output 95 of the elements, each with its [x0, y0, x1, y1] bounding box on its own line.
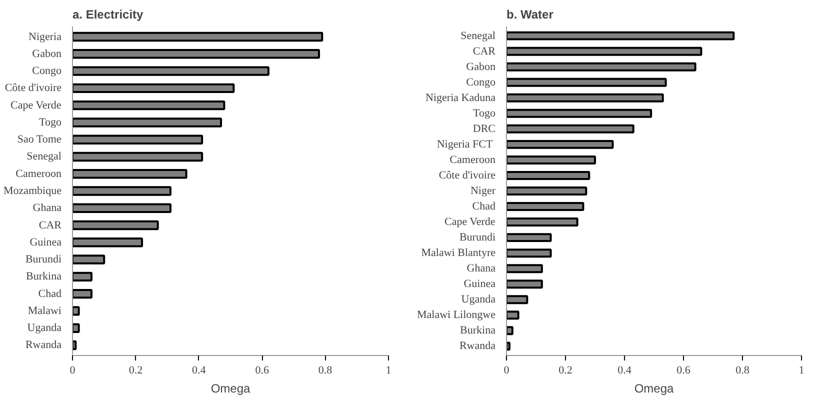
bar — [72, 134, 204, 144]
y-tick-label: DRC — [472, 122, 496, 135]
y-tick-label: Guinea — [464, 278, 496, 290]
bar — [506, 248, 552, 258]
bar — [506, 46, 702, 56]
bar — [506, 186, 588, 196]
y-tick-label: Chad — [472, 200, 496, 213]
bar — [72, 66, 270, 76]
y-tick-label: Burkina — [26, 270, 62, 283]
y-tick-label: Côte d'ivoire — [4, 82, 62, 94]
y-tick-label: Burkina — [460, 324, 496, 337]
y-tick-label: Cape Verde — [444, 216, 496, 228]
y-tick-label: Gabon — [32, 48, 62, 60]
y-tick-label: Cameroon — [16, 168, 62, 180]
y-tick-label: Rwanda — [25, 339, 62, 352]
y-tick-label: Ghana — [466, 262, 496, 275]
y-tick-label: Côte d'ivoire — [438, 169, 496, 182]
y-tick-label: Uganda — [27, 322, 62, 334]
bar — [506, 310, 520, 320]
bar — [506, 93, 664, 102]
y-tick-label: Nigeria Kaduna — [426, 92, 496, 104]
bar — [72, 152, 204, 162]
bar — [72, 169, 188, 179]
bar — [506, 280, 543, 289]
x-tick-label: 0.2 — [128, 364, 143, 376]
y-tick-label: Sao Tome — [17, 134, 62, 146]
y-tick-label: CAR — [472, 45, 496, 58]
y-tick-label: Senegal — [26, 150, 62, 163]
y-tick-label: Togo — [39, 116, 62, 128]
bar — [506, 108, 652, 118]
bar — [72, 32, 324, 42]
bar — [72, 220, 159, 230]
bar — [72, 100, 226, 110]
bar — [506, 295, 528, 304]
bar — [506, 233, 552, 242]
bar — [506, 342, 510, 351]
x-tick-label: 0.8 — [318, 364, 333, 376]
chart-title: b. Water — [506, 8, 554, 22]
bar — [506, 124, 634, 134]
bar — [72, 83, 235, 94]
bar — [506, 62, 696, 72]
bar — [506, 202, 584, 212]
x-tick-label: 0.6 — [676, 364, 691, 376]
y-tick-label: Cape Verde — [10, 99, 62, 112]
bar — [72, 272, 92, 282]
bar — [72, 49, 320, 59]
x-tick-label: 0 — [504, 364, 510, 376]
y-tick-label: Malawi Blantyre — [421, 247, 496, 260]
bar — [506, 218, 578, 227]
x-tick-label: 0.2 — [558, 364, 572, 376]
bar — [72, 238, 144, 248]
x-tick-label: 0.6 — [255, 364, 270, 376]
y-tick-label: Uganda — [461, 294, 496, 306]
y-tick-label: Burundi — [459, 232, 496, 244]
y-tick-label: Congo — [466, 76, 496, 88]
bar — [506, 31, 735, 40]
x-tick-label: 1 — [798, 364, 804, 376]
x-tick-label: 1 — [386, 364, 392, 376]
bar — [506, 326, 514, 336]
bar — [506, 78, 667, 87]
y-tick-label: Guinea — [30, 236, 62, 248]
y-tick-label: Burundi — [25, 254, 62, 266]
y-tick-label: Nigeria — [28, 30, 62, 43]
x-tick-label: 0.8 — [736, 364, 750, 376]
bar — [72, 118, 222, 128]
y-tick-label: Chad — [38, 288, 62, 300]
bar — [72, 323, 80, 333]
y-tick-label: Senegal — [460, 30, 496, 42]
y-tick-label: Ghana — [32, 202, 62, 214]
y-tick-label: Niger — [470, 185, 496, 197]
chart-title: a. Electricity — [72, 8, 144, 22]
x-tick-label: 0.4 — [618, 364, 632, 376]
y-tick-label: CAR — [38, 219, 62, 232]
bar — [506, 140, 614, 149]
bar — [72, 306, 80, 316]
bar — [506, 170, 590, 180]
bar — [506, 155, 596, 164]
y-tick-label: Malawi Lilongwe — [416, 309, 496, 322]
y-tick-label: Congo — [32, 65, 62, 78]
x-tick-label: 0 — [70, 364, 76, 376]
y-tick-label: Rwanda — [459, 340, 496, 352]
bar — [72, 203, 172, 213]
bar — [72, 288, 92, 299]
y-tick-label: Gabon — [466, 60, 496, 73]
bar — [72, 254, 106, 264]
bar — [72, 186, 172, 196]
y-tick-label: Nigeria FCT — [436, 138, 494, 150]
y-tick-label: Mozambique — [3, 185, 62, 197]
x-axis-title: Omega — [210, 382, 250, 396]
y-tick-label: Togo — [473, 107, 496, 120]
x-axis-title: Omega — [634, 382, 674, 396]
y-tick-label: Malawi — [28, 304, 62, 317]
bar — [506, 264, 543, 274]
y-tick-label: Cameroon — [450, 154, 496, 166]
x-tick-label: 0.4 — [192, 364, 206, 376]
